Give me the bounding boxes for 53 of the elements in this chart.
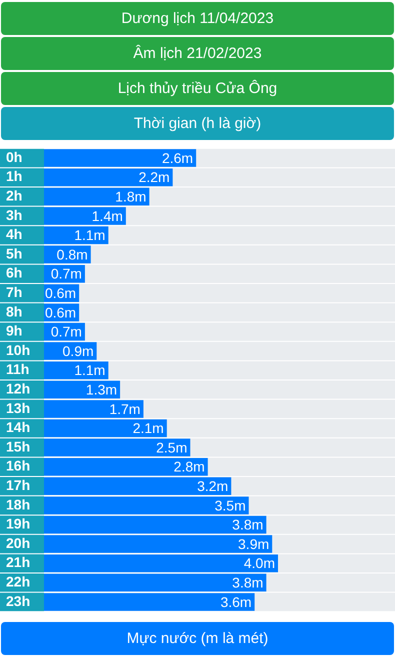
y-axis-title: Thời gian (h là giờ) [1,107,394,140]
y-tick-label: 7h [6,284,22,300]
y-tick-label: 0h [6,148,22,165]
y-tick-label: 12h [6,380,30,397]
y-tick-label: 22h [6,574,30,590]
y-tick-label: 18h [6,496,30,512]
data-label: 0.9m [62,342,94,359]
y-tick-label: 6h [6,264,22,281]
data-label: 3.2m [197,478,228,494]
y-tick-label: 21h [6,554,30,570]
text: Âm lịch 21/02/2023 [1,37,394,70]
y-tick-label: 11h [6,361,30,378]
y-tick-label: 4h [6,226,22,242]
y-tick-label: 8h [6,303,22,320]
data-label: 2.1m [132,420,164,436]
data-label: 3.5m [214,497,246,514]
y-tick-label: 16h [6,458,30,474]
y-tick-label: 14h [6,419,30,436]
y-tick-label: 2h [6,188,22,204]
data-label: 1.8m [115,188,146,205]
data-label: 1.3m [86,382,118,398]
data-label: 3.8m [232,574,264,591]
data-label: 4.0m [244,555,275,572]
data-label: 3.8m [232,516,264,533]
data-label: 1.4m [92,208,123,224]
data-label: 3.9m [238,536,270,552]
data-label: 0.6m [44,304,76,320]
x-axis-title: Mực nước (m là mét) [1,622,394,655]
y-tick-label: 23h [6,592,30,609]
data-label: 2.6m [162,150,194,166]
data-label: 2.2m [138,169,170,186]
text: Dương lịch 11/04/2023 [1,2,394,35]
data-label: 1.1m [74,227,106,244]
data-label: 2.5m [156,439,188,456]
y-tick-label: 1h [6,168,22,184]
data-label: 0.7m [50,266,82,282]
y-tick-label: 15h [6,438,30,454]
data-label: 0.8m [56,246,88,262]
data-label: 1.1m [74,362,106,378]
data-label: 0.6m [44,285,76,302]
y-tick-label: 19h [6,516,30,532]
y-tick-label: 5h [6,245,22,262]
y-tick-label: 20h [6,534,30,551]
y-tick-label: 10h [6,342,30,358]
data-label: 1.7m [109,400,140,417]
y-tick-label: 9h [6,322,22,339]
y-tick-label: 17h [6,477,30,494]
data-label: 3.6m [220,594,252,610]
y-tick-label: 3h [6,206,22,223]
data-label: 0.7m [50,324,82,340]
data-label: 2.8m [174,458,205,475]
chart-title: Lịch thủy triều Cửa Ông [1,72,394,105]
y-tick-label: 13h [6,400,30,416]
